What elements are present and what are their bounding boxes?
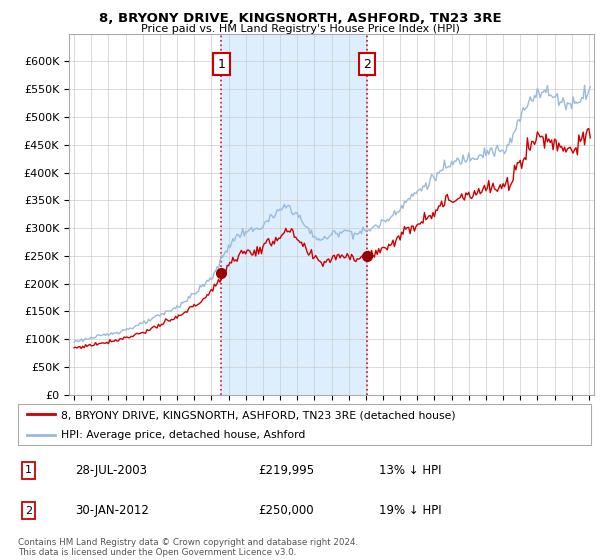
Text: £250,000: £250,000 — [259, 504, 314, 517]
Bar — [221, 34, 367, 395]
Text: 19% ↓ HPI: 19% ↓ HPI — [379, 504, 442, 517]
Text: Contains HM Land Registry data © Crown copyright and database right 2024.
This d: Contains HM Land Registry data © Crown c… — [18, 538, 358, 557]
Text: Price paid vs. HM Land Registry's House Price Index (HPI): Price paid vs. HM Land Registry's House … — [140, 24, 460, 34]
Text: 1: 1 — [217, 58, 225, 71]
Text: 1: 1 — [25, 465, 32, 475]
Text: 8, BRYONY DRIVE, KINGSNORTH, ASHFORD, TN23 3RE (detached house): 8, BRYONY DRIVE, KINGSNORTH, ASHFORD, TN… — [61, 410, 455, 420]
Text: 2: 2 — [363, 58, 371, 71]
Text: 2: 2 — [25, 506, 32, 516]
Text: 13% ↓ HPI: 13% ↓ HPI — [379, 464, 442, 477]
Text: HPI: Average price, detached house, Ashford: HPI: Average price, detached house, Ashf… — [61, 431, 305, 440]
Text: £219,995: £219,995 — [259, 464, 315, 477]
Text: 30-JAN-2012: 30-JAN-2012 — [76, 504, 149, 517]
Text: 28-JUL-2003: 28-JUL-2003 — [76, 464, 148, 477]
Text: 8, BRYONY DRIVE, KINGSNORTH, ASHFORD, TN23 3RE: 8, BRYONY DRIVE, KINGSNORTH, ASHFORD, TN… — [98, 12, 502, 25]
FancyBboxPatch shape — [18, 404, 591, 445]
